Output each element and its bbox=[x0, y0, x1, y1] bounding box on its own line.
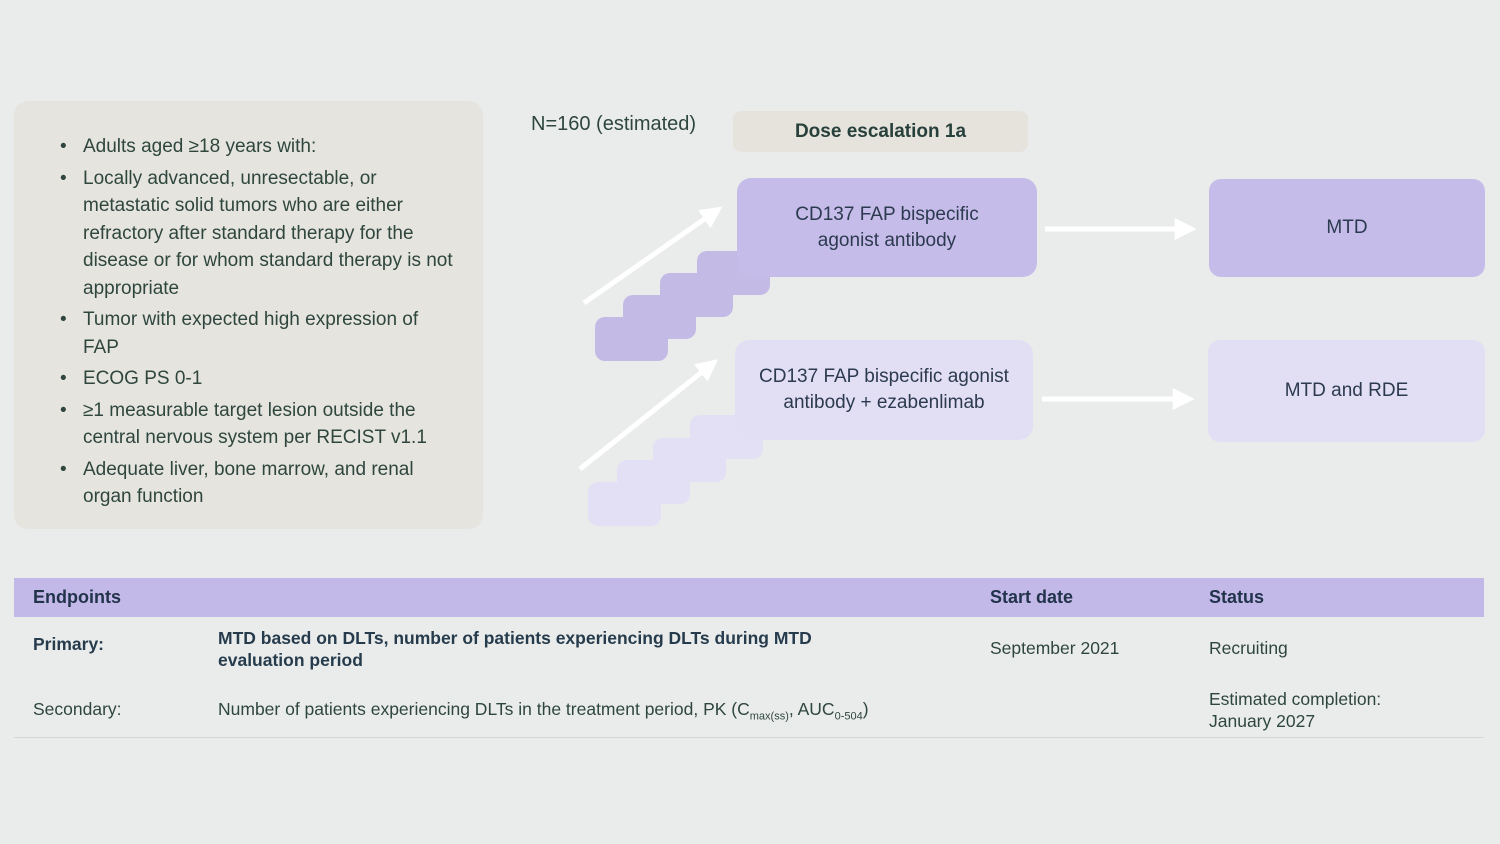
secondary-label: Secondary: bbox=[33, 699, 122, 719]
dose-escalation-phase-text: Dose escalation 1a bbox=[794, 120, 967, 142]
criteria-item: Locally advanced, unresectable, or metas… bbox=[59, 165, 453, 303]
start-date-value: September 2021 bbox=[990, 638, 1120, 658]
arm2-box: CD137 FAP bispecific agonist antibody + … bbox=[735, 340, 1033, 440]
subscript-max-ss: max(ss) bbox=[749, 710, 789, 723]
start-date-empty bbox=[990, 677, 1209, 737]
secondary-endpoint-part: ) bbox=[862, 699, 869, 719]
endpoints-table-header: Endpoints Start date Status bbox=[14, 578, 1484, 617]
header-status: Status bbox=[1209, 587, 1265, 607]
subscript-0-504: 0-504 bbox=[834, 710, 863, 723]
secondary-endpoint-row: Secondary: Number of patients experienci… bbox=[14, 677, 1484, 738]
status-value: Recruiting bbox=[1209, 638, 1288, 658]
eligibility-criteria-panel: Adults aged ≥18 years with: Locally adva… bbox=[14, 101, 483, 529]
secondary-endpoint-part: Number of patients experiencing DLTs in … bbox=[218, 699, 750, 719]
header-endpoints: Endpoints bbox=[33, 587, 121, 607]
outcome1-box: MTD bbox=[1209, 179, 1485, 277]
criteria-item: ≥1 measurable target lesion outside the … bbox=[59, 397, 453, 452]
criteria-list: Adults aged ≥18 years with: Locally adva… bbox=[14, 101, 483, 511]
dose-escalation-phase-label: Dose escalation 1a bbox=[733, 111, 1028, 152]
criteria-item: Tumor with expected high expression of F… bbox=[59, 306, 453, 361]
outcome1-label: MTD bbox=[1326, 217, 1368, 238]
primary-label: Primary: bbox=[33, 634, 105, 654]
outcome2-label: MTD and RDE bbox=[1284, 380, 1409, 401]
arm1-box: CD137 FAP bispecific agonist antibody bbox=[737, 178, 1037, 277]
sample-size-label: N=160 (estimated) bbox=[531, 113, 697, 135]
outcome2-box: MTD and RDE bbox=[1208, 340, 1485, 442]
secondary-endpoint-part: , AUC bbox=[788, 699, 835, 719]
arm1-label: CD137 FAP bispecific agonist antibody bbox=[795, 203, 979, 251]
header-start-date: Start date bbox=[990, 587, 1074, 607]
criteria-item: ECOG PS 0-1 bbox=[59, 365, 453, 393]
primary-endpoint-text: MTD based on DLTs, number of patients ex… bbox=[218, 628, 812, 670]
primary-endpoint-row: Primary: MTD based on DLTs, number of pa… bbox=[14, 617, 1484, 677]
estimated-completion-value: Estimated completion: January 2027 bbox=[1209, 689, 1382, 731]
arm2-label: CD137 FAP bispecific agonist antibody + … bbox=[759, 366, 1009, 413]
secondary-endpoint-text: Number of patients experiencing DLTs in … bbox=[218, 677, 898, 737]
criteria-item: Adults aged ≥18 years with: bbox=[59, 133, 453, 161]
criteria-item: Adequate liver, bone marrow, and renal o… bbox=[59, 456, 453, 511]
